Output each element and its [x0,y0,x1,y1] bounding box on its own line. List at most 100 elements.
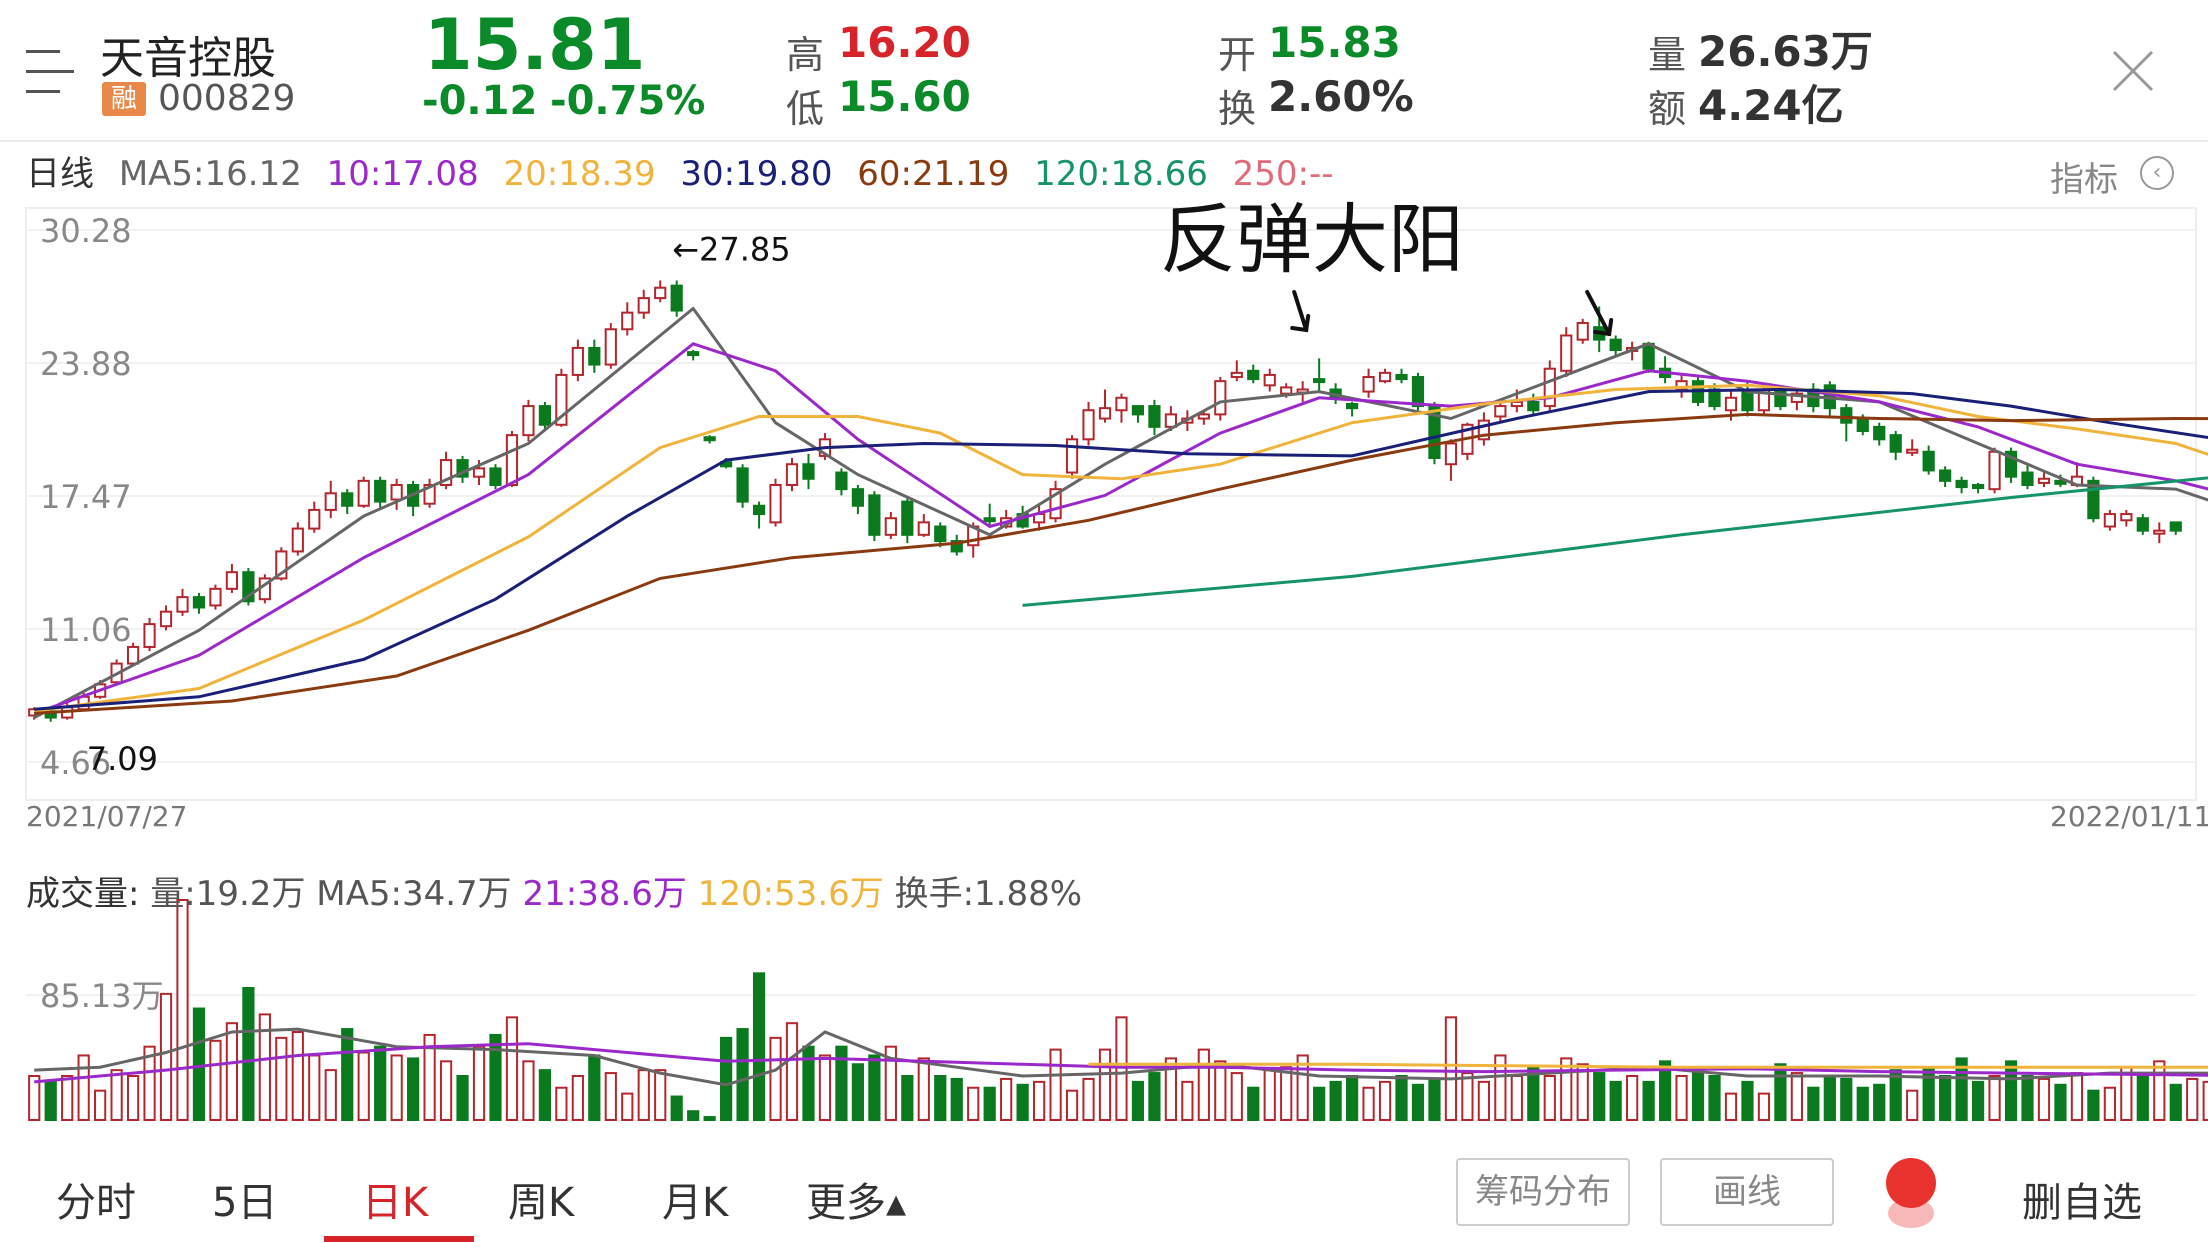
volume-bar [357,1051,370,1121]
volume-bar [2004,1060,2018,1122]
candle-body [489,467,502,486]
candle-body [1609,338,1622,352]
volume-legend: 成交量: 量:19.2万 MA5:34.7万 21:38.6万 120:53.6… [26,866,1082,915]
candle-body [2103,513,2116,528]
volume-bar [2037,1077,2051,1122]
menu-icon[interactable] [26,50,78,94]
candle-body [2004,450,2018,478]
volume-bar [61,1075,74,1121]
volume-bar [868,1054,881,1122]
volume-bar [950,1077,963,1122]
candle-body [2120,513,2133,522]
candle-body [851,488,865,507]
ma30-line [34,387,2208,711]
candle-body [522,405,535,437]
indicator-arrow-icon[interactable]: ‹ [2140,156,2174,190]
volume-bar [225,1022,239,1122]
tab-daily-k[interactable]: 日K [362,1180,429,1226]
volume-bar [1444,1016,1458,1121]
volume-bar [1741,1080,1754,1122]
price-tick-label: 4.66 [40,744,111,782]
volume-bar [291,1031,304,1121]
volume-ma21: 21:38.6万 [522,874,687,914]
volume-bar [1247,1086,1260,1121]
bottom-toolbar: 分时 5日 日K 周K 月K 更多▴ 筹码分布 画线 删自选 [0,1140,2208,1242]
low-marker: 7.09 [87,740,158,778]
volume-bar [143,1045,156,1121]
indicator-button[interactable]: 指标 [2050,160,2118,200]
record-button[interactable] [1886,1158,1936,1208]
candle-body [2087,479,2100,520]
candle-body [324,492,337,511]
volume-current: 量:19.2万 [150,874,306,914]
candle-body [225,571,239,590]
candle-body [785,463,799,486]
annotation-text: 反弹大阳 [1160,195,1464,284]
tab-intraday[interactable]: 分时 [56,1180,136,1226]
ma20-line [33,383,2208,713]
volume-bar [637,1069,650,1121]
volume-bar [44,1080,57,1122]
header-divider [0,140,2208,142]
turnover-value: 2.60% [1268,72,1414,121]
ma10-line [33,342,2208,715]
candle-body [752,504,766,516]
volume-ma5-line [34,1027,2208,1087]
candle-body [1197,413,1210,420]
stock-name: 天音控股 [100,33,276,84]
volume-bar [1922,1066,1935,1121]
candle-body [1395,373,1408,381]
volume-bar [1873,1083,1886,1122]
tab-more[interactable]: 更多▴ [806,1180,907,1226]
volume-bar [456,1075,469,1121]
tab-weekly-k[interactable]: 周K [508,1180,575,1226]
volume-ma120-line [1088,1062,2208,1069]
volume-bar [1790,1072,1803,1121]
volume-bar [2169,1083,2182,1122]
candle-body [901,500,914,536]
volume-bar [1560,1057,1573,1122]
start-date: 2021/07/27 [26,800,188,833]
candle-body [1642,342,1655,370]
volume-bar [1494,1054,1507,1122]
amount-value: 4.24亿 [1698,81,1844,130]
candle-body [1971,483,1985,489]
ma120-value: 120:18.66 [1034,154,1208,194]
chip-distribution-button[interactable]: 筹码分布 [1456,1158,1630,1226]
volume-bar [192,1007,206,1121]
volume-bar [1378,1080,1392,1122]
price-change: -0.12 [422,78,538,124]
volume-bar [94,1089,107,1121]
volume-bar [621,1092,634,1121]
margin-badge: 融 [102,82,146,116]
kline-chart[interactable]: 30.28 23.88 17.47 11.06 4.66 ←27.85 7.09 85.13万 [0,0,2208,1140]
volume-bar [785,1022,799,1122]
volume-bar [720,1036,733,1122]
volume-bar [1197,1048,1210,1121]
volume-bar [2186,1077,2199,1122]
remove-watchlist-button[interactable]: 删自选 [2022,1180,2142,1226]
candle-body [1510,400,1523,408]
ma5-line [33,306,2208,719]
tab-monthly-k[interactable]: 月K [662,1180,729,1226]
volume-bar [1724,1092,1738,1121]
volume-bar [341,1028,354,1121]
volume-bar [1691,1069,1705,1121]
close-icon[interactable] [2110,48,2156,94]
candle-body [275,550,288,580]
draw-line-button[interactable]: 画线 [1660,1158,1834,1226]
volume-ma21-line [34,1042,2208,1084]
volume-bar [752,972,766,1121]
volume-bar [1856,1086,1869,1121]
volume-bar [571,1075,584,1121]
candle-body [1164,413,1177,428]
volume-bar [604,1072,617,1121]
candle-body [654,286,667,300]
candle-body [126,645,140,665]
candle-body [1378,371,1392,383]
tab-5day[interactable]: 5日 [212,1180,278,1226]
candle-body [423,483,436,505]
candle-body [505,434,519,486]
candle-body [1560,334,1573,372]
volume-bar [1296,1054,1309,1122]
